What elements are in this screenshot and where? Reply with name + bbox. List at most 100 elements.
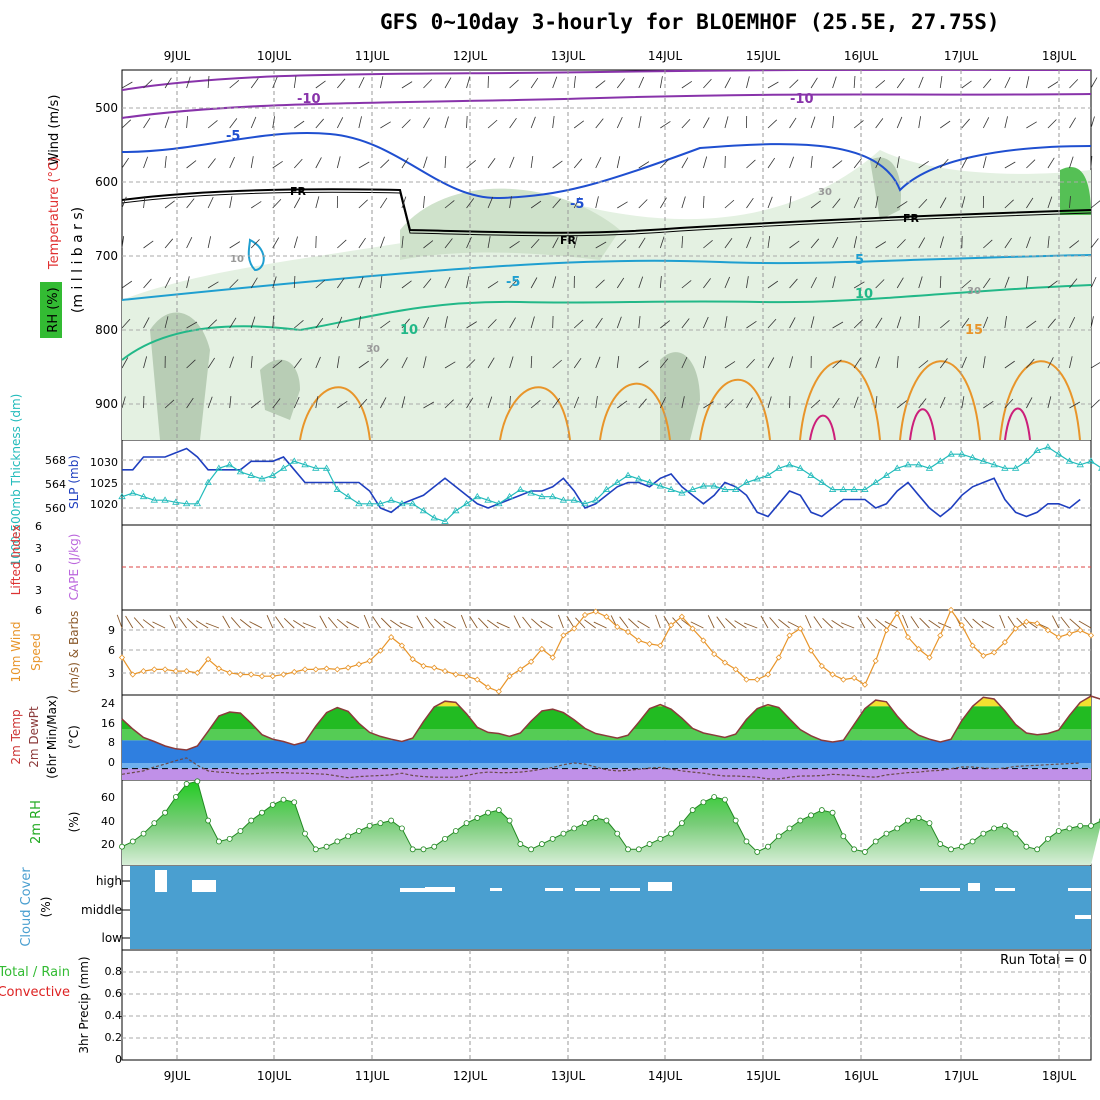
wind10-speed-point [1077,627,1084,634]
rh-point [442,835,448,842]
wind-barb [444,77,452,89]
wind10-barb [628,618,640,629]
temp-label-b: 2m DewPt [27,706,41,768]
cloud-gap [400,888,425,892]
wind-barb [918,198,928,209]
contour-label: FR [290,185,307,198]
contour-label: 30 [967,286,981,297]
wind-barb [875,118,884,129]
precip-tick: 0.4 [105,1009,123,1022]
wind-barb [272,316,274,329]
wind10-speed-point [678,613,685,620]
wind-barb [401,396,406,409]
wind-barb [121,357,129,369]
wind10-speed-point [958,622,965,629]
wind-barb [272,398,281,409]
rh-point [732,817,739,824]
wind-barb [1069,240,1080,249]
rh-point [937,841,944,847]
wind10-barb [302,622,316,629]
wind-barb [746,159,756,169]
wind-barb [1026,121,1037,129]
wind10-barb [293,619,306,629]
wind-barb [810,316,815,329]
wind-barb [1026,320,1037,329]
slp-label-slp: SLP (mb) [67,455,81,509]
thickness-point [355,499,363,507]
cloud-gap [995,888,1015,891]
wind-barb [703,117,710,129]
wind-barb [983,78,992,89]
rh-point [226,835,233,842]
wind-barb [207,196,214,209]
wind-barb [121,196,127,209]
thickness-point [398,499,406,507]
date-label-top: 13JUL [551,49,586,63]
wind10-speed-point [732,666,739,673]
cloud-gap [575,888,600,891]
cloud-gap [155,870,167,892]
wind-barb [573,319,584,329]
wind-barb [939,358,948,369]
wind-barb [1026,358,1035,369]
date-label-bottom: 14JUL [648,1069,683,1083]
wind-barb [573,120,585,129]
wind-barb [810,200,821,209]
wind-barb [250,400,261,409]
wind-barb [1090,238,1099,249]
wind10-barb [186,618,198,629]
rh-point [808,812,814,819]
wind10-speed-point [969,642,976,649]
wind-barb [681,236,684,249]
rh-point [366,822,373,829]
wind10-tick: 9 [108,624,115,637]
wind-barb [358,276,364,289]
wind-barb [358,199,368,209]
wind-barb [918,316,920,329]
rh-point [765,843,771,850]
wind-barb [487,119,498,129]
wind-barb [918,160,929,169]
rh-point [1045,835,1051,842]
wind-barb [530,116,536,129]
wind10-speed-point [1012,625,1019,632]
wind-barb [573,357,582,369]
wind-barb [1069,156,1074,169]
wind-barb [530,355,533,369]
wind10-barb [363,614,371,629]
rh-point [172,794,179,800]
wind-barb [487,396,493,409]
cloud-label: Cloud Cover [19,867,34,947]
thickness-point [495,499,503,507]
wind-barb [487,158,496,169]
wind-barb [229,356,234,369]
wind-barb [638,76,645,89]
wind-barb [983,239,993,249]
mb-tick-900: 900 [95,397,118,411]
wind-barb [487,236,491,249]
wind-barb [573,236,578,249]
slp-tick: 1025 [90,477,118,490]
wind-barb [681,396,685,409]
wind-barb [681,157,689,169]
wind-barb [272,237,280,249]
wind-barb [401,157,409,169]
wind10-speed-point [926,654,933,661]
wind10-speed-point [162,666,169,673]
wind-barb [1047,157,1055,169]
wind-barb [616,356,620,369]
wind-barb [466,276,470,289]
thickness-point [1033,446,1041,454]
wind-barb [164,156,167,169]
thickness-point [538,492,546,500]
wind-barb [250,116,257,129]
wind-barb [358,161,370,169]
wind-barb [896,400,907,409]
wind10-speed-point [463,673,470,680]
wind10-speed-point [420,662,427,670]
wind-barb [961,118,970,129]
rh-point [754,849,761,855]
wind-barb [250,156,254,169]
temp-label-unit: (°C) [67,725,81,749]
wind10-speed-point [517,666,524,673]
